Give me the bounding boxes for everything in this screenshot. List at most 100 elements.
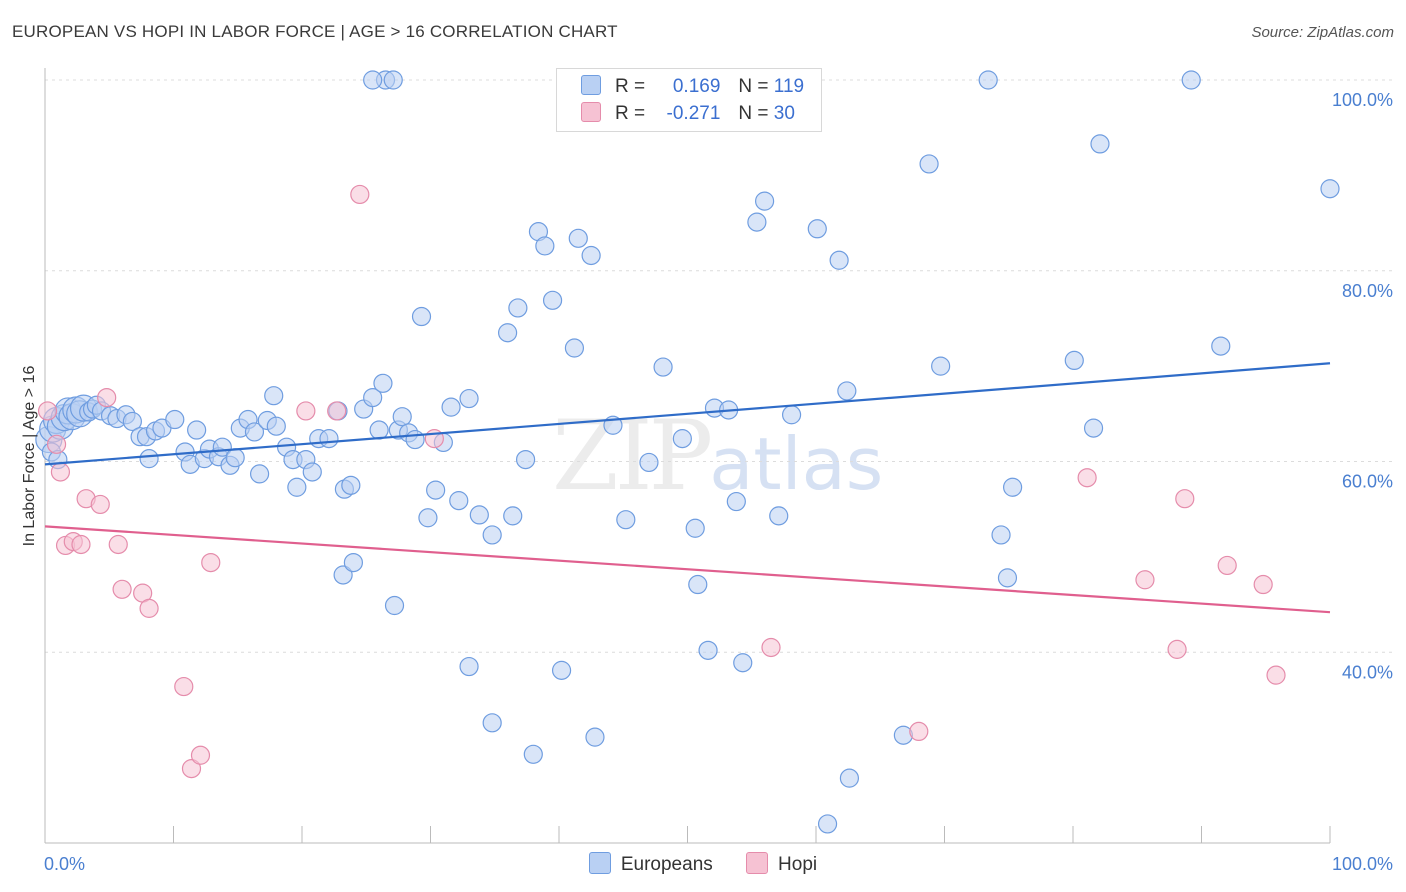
point-europeans-61 bbox=[411, 306, 432, 327]
point-hopi-28 bbox=[1253, 574, 1273, 595]
point-europeans-103 bbox=[817, 814, 838, 834]
point-europeans-111 bbox=[991, 525, 1011, 545]
point-hopi-18 bbox=[327, 401, 347, 421]
point-hopi-7 bbox=[90, 494, 110, 515]
point-europeans-63 bbox=[426, 480, 446, 500]
point-europeans-49 bbox=[341, 475, 361, 495]
point-europeans-51 bbox=[343, 552, 363, 573]
point-hopi-24 bbox=[1135, 570, 1155, 590]
point-europeans-62 bbox=[418, 508, 438, 528]
legend-label-europeans: Europeans bbox=[620, 854, 713, 875]
chart-source: Source: ZipAtlas.com bbox=[1251, 24, 1394, 41]
point-hopi-26 bbox=[1175, 489, 1195, 509]
point-europeans-116 bbox=[1090, 134, 1110, 154]
point-europeans-84 bbox=[585, 727, 605, 747]
legend-swatch-europeans bbox=[581, 75, 601, 95]
series-europeans-points bbox=[35, 70, 1340, 834]
point-europeans-127 bbox=[383, 70, 403, 90]
stats-legend: R = 0.169 N = 119 R = -0.271 N = 30 bbox=[556, 68, 822, 132]
point-hopi-2 bbox=[50, 462, 71, 482]
legend-r-label: R = bbox=[615, 76, 646, 97]
point-europeans-73 bbox=[508, 298, 528, 318]
legend-swatch-hopi bbox=[746, 852, 769, 874]
gridlines bbox=[45, 79, 1395, 653]
point-europeans-32 bbox=[225, 448, 245, 468]
point-europeans-50 bbox=[333, 565, 353, 585]
legend-n-value-hopi: 30 bbox=[773, 103, 795, 124]
point-europeans-89 bbox=[653, 357, 673, 377]
legend-item-hopi[interactable]: Hopi bbox=[746, 852, 817, 876]
point-hopi-16 bbox=[201, 552, 221, 573]
point-hopi-29 bbox=[1266, 665, 1286, 685]
point-europeans-46 bbox=[319, 429, 339, 449]
point-hopi-19 bbox=[350, 184, 370, 205]
watermark-atlas: atlas bbox=[709, 422, 884, 506]
point-europeans-38 bbox=[266, 416, 286, 436]
point-europeans-86 bbox=[616, 510, 636, 530]
legend-label-hopi: Hopi bbox=[778, 854, 818, 875]
point-europeans-102 bbox=[807, 219, 827, 239]
point-europeans-66 bbox=[449, 491, 469, 511]
point-europeans-99 bbox=[754, 191, 775, 211]
legend-swatch-europeans bbox=[588, 852, 611, 874]
point-europeans-128 bbox=[363, 70, 383, 90]
axis-labels: 40.0% 60.0% 80.0% 100.0% 0.0% 100.0% In Labor … bbox=[21, 90, 1393, 874]
point-hopi-25 bbox=[1167, 639, 1187, 659]
point-europeans-54 bbox=[369, 420, 389, 440]
y-tick-label-40: 40.0% bbox=[1342, 662, 1393, 682]
series-hopi-points bbox=[37, 184, 1286, 779]
point-hopi-14 bbox=[181, 759, 202, 779]
x-tick-label-100: 100.0% bbox=[1332, 854, 1393, 874]
point-hopi-17 bbox=[296, 401, 316, 421]
legend-r-value-europeans: 0.169 bbox=[672, 76, 721, 97]
point-europeans-23 bbox=[165, 409, 185, 430]
point-europeans-83 bbox=[581, 245, 601, 266]
legend-item-europeans[interactable]: Europeans bbox=[588, 852, 713, 876]
point-europeans-93 bbox=[698, 640, 718, 660]
x-tick-label-0: 0.0% bbox=[44, 854, 85, 874]
point-europeans-101 bbox=[781, 405, 802, 425]
legend-r-value-hopi: -0.271 bbox=[666, 103, 721, 124]
legend-n-value-europeans: 119 bbox=[773, 76, 805, 97]
point-hopi-22 bbox=[909, 721, 929, 742]
point-europeans-17 bbox=[122, 411, 142, 432]
legend-row-europeans: R = 0.169 N = 119 bbox=[581, 75, 804, 99]
point-europeans-119 bbox=[1320, 179, 1340, 199]
point-europeans-53 bbox=[363, 387, 383, 408]
point-europeans-56 bbox=[384, 595, 405, 616]
point-europeans-67 bbox=[459, 388, 479, 409]
point-europeans-88 bbox=[639, 452, 659, 473]
point-europeans-118 bbox=[1211, 336, 1231, 356]
point-europeans-105 bbox=[839, 768, 860, 788]
point-europeans-92 bbox=[688, 574, 708, 595]
point-europeans-20 bbox=[139, 449, 159, 469]
point-hopi-12 bbox=[139, 598, 159, 618]
point-europeans-58 bbox=[392, 407, 412, 427]
y-tick-label-80: 80.0% bbox=[1342, 281, 1393, 301]
legend-r-label: R = bbox=[615, 103, 646, 124]
point-europeans-55 bbox=[373, 373, 393, 393]
point-europeans-79 bbox=[542, 290, 563, 310]
point-hopi-15 bbox=[190, 745, 211, 765]
point-europeans-65 bbox=[441, 397, 461, 417]
point-hopi-27 bbox=[1217, 555, 1237, 576]
chart-title: EUROPEAN VS HOPI IN LABOR FORCE | AGE > … bbox=[12, 22, 618, 41]
point-hopi-8 bbox=[97, 387, 117, 408]
point-hopi-1 bbox=[46, 434, 67, 454]
point-europeans-80 bbox=[551, 660, 572, 680]
point-europeans-96 bbox=[726, 491, 746, 512]
point-europeans-68 bbox=[469, 505, 489, 525]
point-europeans-115 bbox=[1083, 418, 1104, 438]
series-legend: Europeans Hopi bbox=[0, 852, 1406, 876]
point-europeans-36 bbox=[249, 464, 270, 484]
point-europeans-112 bbox=[997, 568, 1018, 588]
legend-swatch-hopi bbox=[581, 102, 601, 122]
trend-line-europeans bbox=[44, 362, 1331, 466]
point-europeans-90 bbox=[672, 429, 692, 449]
legend-n-label: N = bbox=[738, 103, 769, 124]
point-hopi-9 bbox=[108, 534, 128, 555]
point-europeans-75 bbox=[515, 449, 536, 470]
point-europeans-35 bbox=[244, 422, 265, 442]
point-europeans-71 bbox=[459, 656, 479, 677]
